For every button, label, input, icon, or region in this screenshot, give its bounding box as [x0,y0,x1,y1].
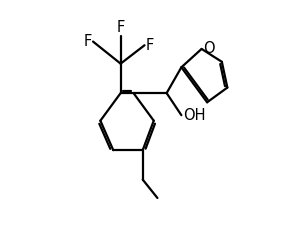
Text: OH: OH [184,108,206,123]
Text: F: F [84,34,92,49]
Text: F: F [146,38,154,53]
Text: O: O [203,41,215,56]
Text: F: F [116,20,125,35]
